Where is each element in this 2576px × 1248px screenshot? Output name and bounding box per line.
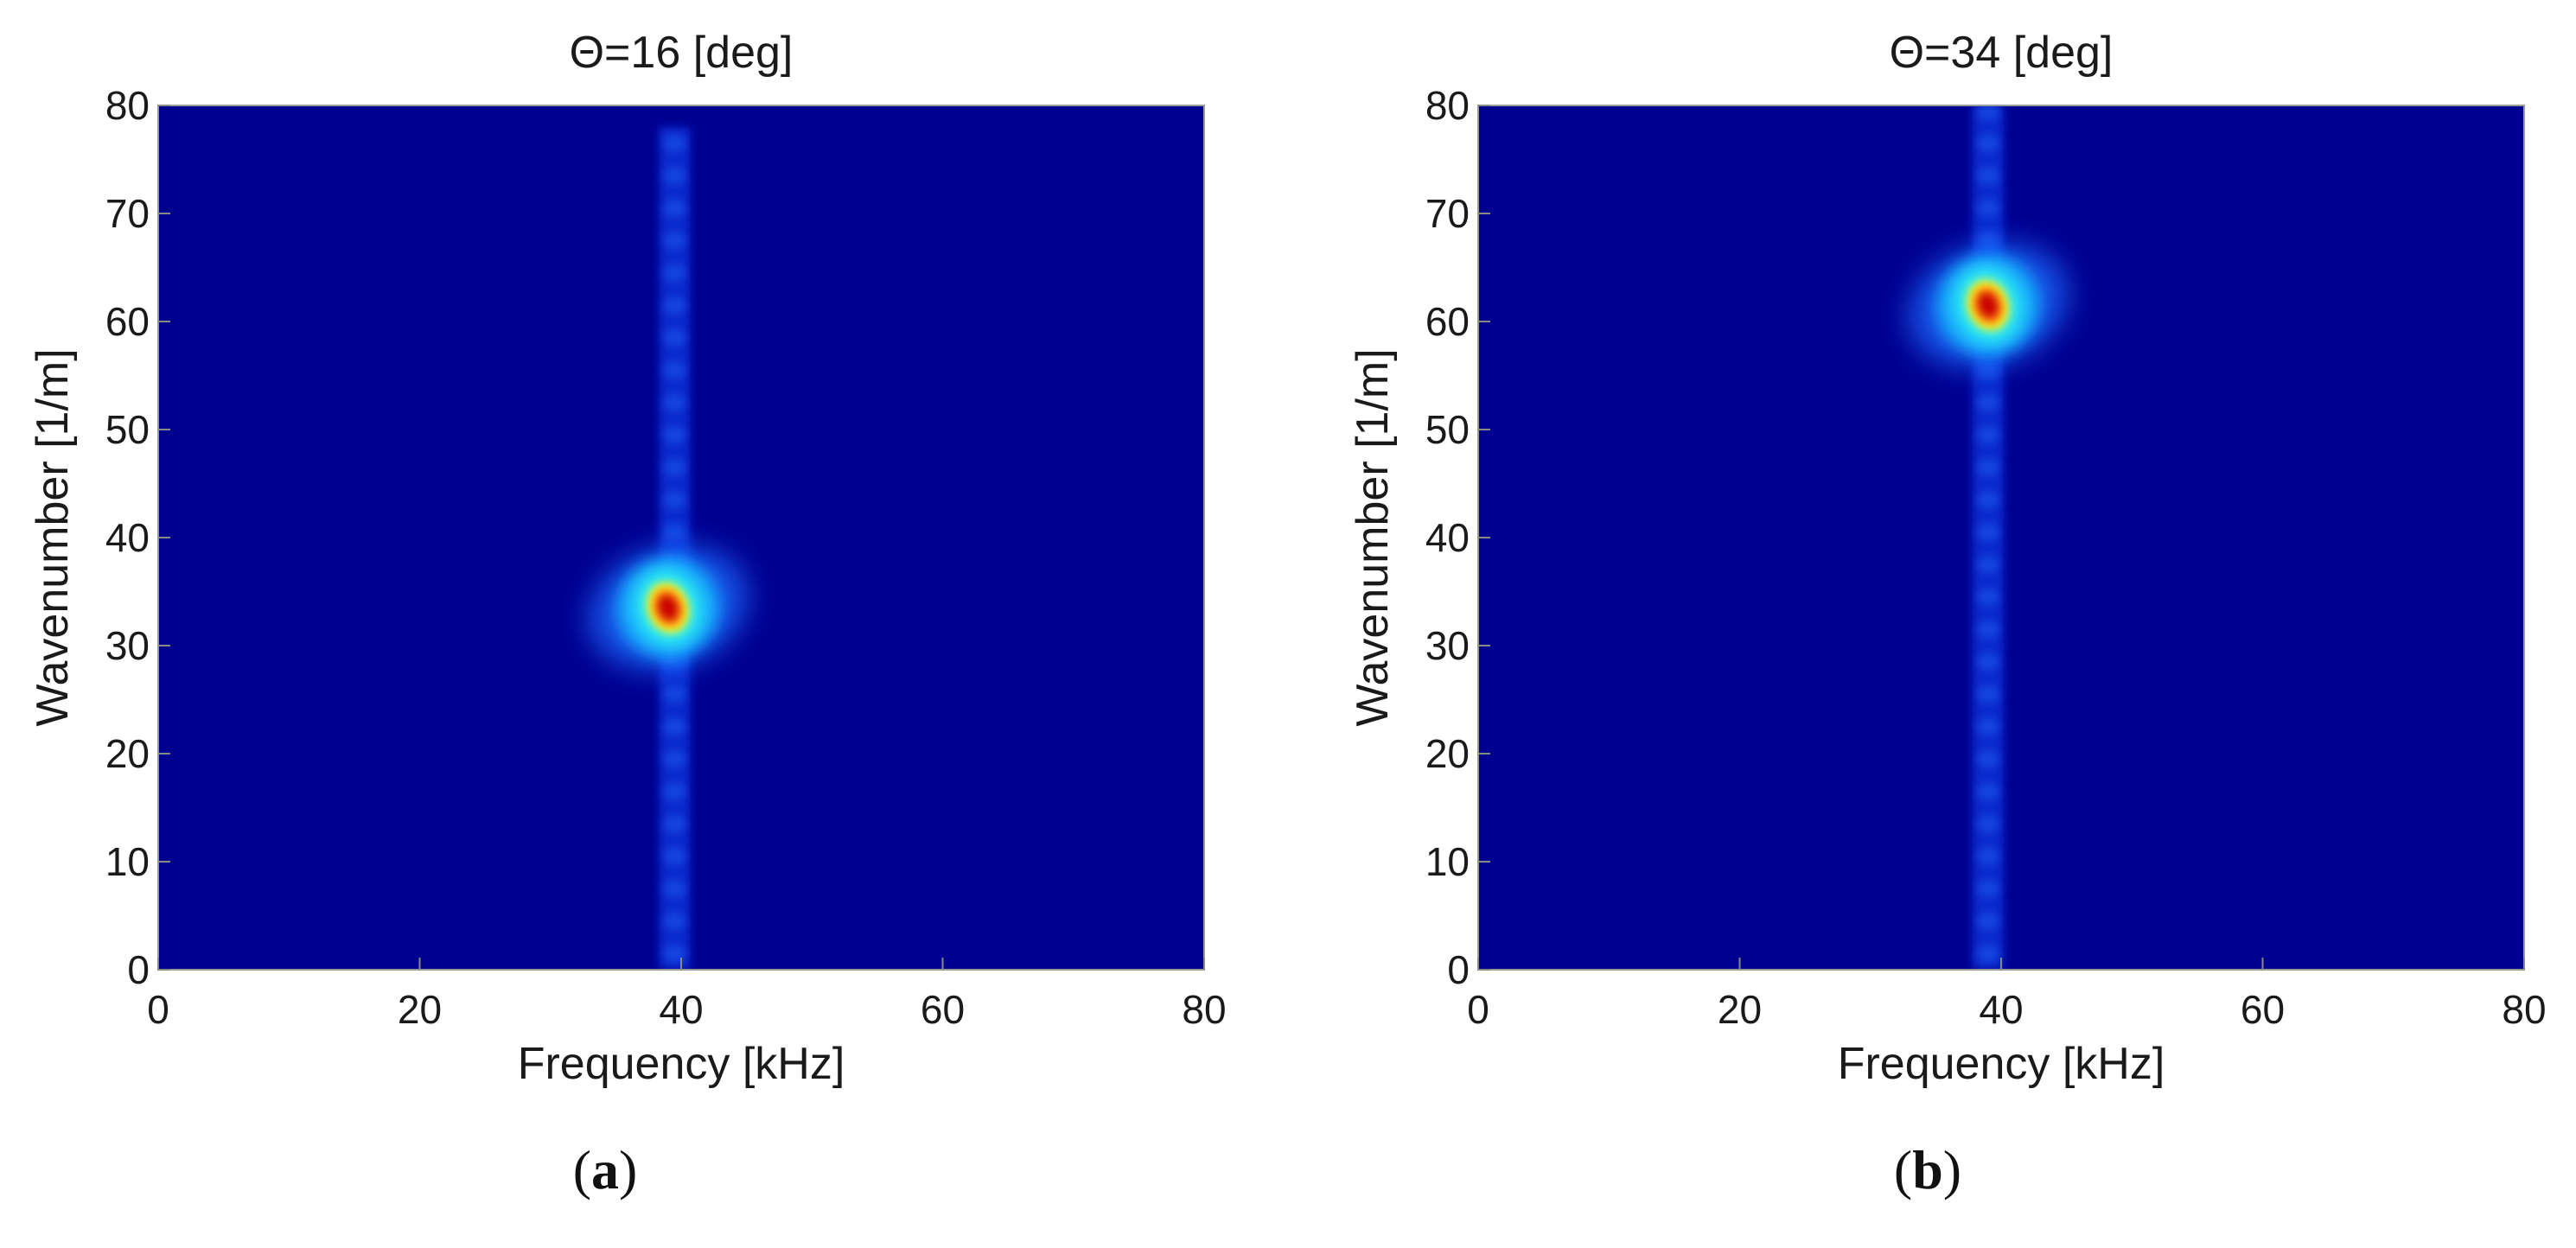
panel-a-ridge-ripple <box>663 393 686 411</box>
y-tick-label: 30 <box>105 623 150 668</box>
panel-a-ridge-ripple <box>663 912 686 930</box>
x-tick-label: 20 <box>1718 987 1762 1032</box>
x-tick-label: 60 <box>2241 987 2285 1032</box>
panel-b-ridge-ripple <box>1976 588 1999 606</box>
panel-a-ridge-ripple <box>663 847 686 865</box>
panel-b-ridge-ripple <box>1976 815 1999 833</box>
panel-b-ridge-ripple <box>1976 750 1999 768</box>
y-tick-label: 10 <box>105 839 150 884</box>
panel-a-y-ticks: 0 10 20 30 40 50 60 70 80 <box>105 83 170 992</box>
panel-a-ridge-ripple <box>663 232 686 250</box>
panel-b-ridge-ripple <box>1976 491 1999 509</box>
x-tick-label: 20 <box>398 987 442 1032</box>
panel-a-x-ticks: 0 20 40 60 80 <box>147 958 1227 1032</box>
panel-b-title: Θ=34 [deg] <box>1890 28 2114 78</box>
y-tick-label: 60 <box>1425 299 1470 344</box>
panel-a-ridge-ripple <box>663 199 686 217</box>
panel-b-ridge-ripple <box>1976 912 1999 930</box>
panel-b-ridge-ripple <box>1976 556 1999 574</box>
x-tick-label: 40 <box>1979 987 2023 1032</box>
panel-b-ridge-ripple <box>1976 847 1999 865</box>
panel-a-peak-core <box>658 595 679 621</box>
panel-b-ridge-ripple <box>1976 523 1999 541</box>
x-tick-label: 80 <box>1182 987 1226 1032</box>
panel-b-y-ticks: 0 10 20 30 40 50 60 70 80 <box>1425 83 1490 992</box>
panel-a-ridge-ripple <box>663 782 686 800</box>
panel-a-ridge-ripple <box>663 750 686 768</box>
panel-b-y-axis-label: Wavenumber [1/m] <box>1348 348 1398 726</box>
panel-b-peak-core <box>1978 292 1999 318</box>
x-tick-label: 0 <box>147 987 169 1032</box>
y-tick-label: 10 <box>1425 839 1470 884</box>
panel-a-ridge-ripple <box>663 523 686 541</box>
y-tick-label: 40 <box>1425 515 1470 560</box>
panel-a-ridge-ripple <box>663 458 686 476</box>
panel-b-ridge-ripple <box>1976 134 1999 152</box>
panel-a-title: Θ=16 [deg] <box>570 28 794 78</box>
panel-b-ridge-ripple <box>1976 393 1999 411</box>
panel-b-ridge-ripple <box>1976 717 1999 735</box>
y-tick-label: 80 <box>1425 83 1470 128</box>
panel-b-ridge-ripple <box>1976 199 1999 217</box>
panel-b-ridge-ripple <box>1976 621 1999 639</box>
y-tick-label: 70 <box>105 191 150 236</box>
y-tick-label: 40 <box>105 515 150 560</box>
panel-b-ridge-ripple <box>1976 167 1999 185</box>
panel-b-ridge-ripple <box>1976 880 1999 898</box>
panel-b-caption-letter: b <box>1912 1139 1943 1200</box>
panel-a-caption: (a) <box>573 1139 638 1200</box>
y-tick-label: 50 <box>105 407 150 452</box>
panel-a-ridge-ripple <box>663 880 686 898</box>
panel-a-ridge-ripple <box>663 296 686 315</box>
panel-a-caption-letter: a <box>591 1139 619 1200</box>
panel-b-ridge-ripple <box>1976 685 1999 704</box>
panel-a-ridge-ripple <box>663 717 686 735</box>
x-tick-label: 60 <box>921 987 965 1032</box>
y-tick-label: 0 <box>1447 947 1470 992</box>
x-tick-label: 0 <box>1467 987 1489 1032</box>
panel-a-ridge-ripple <box>663 264 686 282</box>
panel-a-y-axis-label: Wavenumber [1/m] <box>28 348 78 726</box>
panel-a-ridge-ripple <box>663 945 686 963</box>
y-tick-label: 0 <box>127 947 150 992</box>
panel-a-heatmap <box>587 127 749 970</box>
panel-b-x-ticks: 0 20 40 60 80 <box>1467 958 2547 1032</box>
panel-a-x-axis-label: Frequency [kHz] <box>518 1039 845 1089</box>
panel-a: Θ=16 [deg] 0 20 40 60 80 0 10 20 30 40 50 60 70 80 F… <box>28 28 1227 1200</box>
panel-b-ridge-ripple <box>1976 426 1999 444</box>
panel-b-heatmap <box>1907 105 2069 970</box>
y-tick-label: 70 <box>1425 191 1470 236</box>
x-tick-label: 40 <box>659 987 703 1032</box>
y-tick-label: 60 <box>105 299 150 344</box>
panel-b-ridge-ripple <box>1976 945 1999 963</box>
panel-a-ridge-ripple <box>663 134 686 152</box>
panel-b-ridge-ripple <box>1976 458 1999 476</box>
y-tick-label: 20 <box>1425 731 1470 776</box>
panel-a-ridge-ripple <box>663 491 686 509</box>
panel-a-ridge-ripple <box>663 426 686 444</box>
y-tick-label: 20 <box>105 731 150 776</box>
panel-a-ridge-ripple <box>663 167 686 185</box>
panel-a-ridge-ripple <box>663 328 686 347</box>
panel-b: Θ=34 [deg] 0 20 40 60 80 0 10 20 30 40 50 60 70 80 F… <box>1348 28 2547 1200</box>
y-tick-label: 50 <box>1425 407 1470 452</box>
y-tick-label: 30 <box>1425 623 1470 668</box>
y-tick-label: 80 <box>105 83 150 128</box>
panel-a-ridge-ripple <box>663 361 686 379</box>
panel-b-ridge-ripple <box>1976 653 1999 671</box>
panel-b-ridge-ripple <box>1976 105 1999 120</box>
x-tick-label: 80 <box>2502 987 2546 1032</box>
panel-b-caption: (b) <box>1894 1139 1961 1200</box>
panel-a-ridge-ripple <box>663 815 686 833</box>
panel-b-ridge-ripple <box>1976 782 1999 800</box>
panel-b-x-axis-label: Frequency [kHz] <box>1838 1039 2165 1089</box>
panel-a-ridge-ripple <box>663 685 686 704</box>
